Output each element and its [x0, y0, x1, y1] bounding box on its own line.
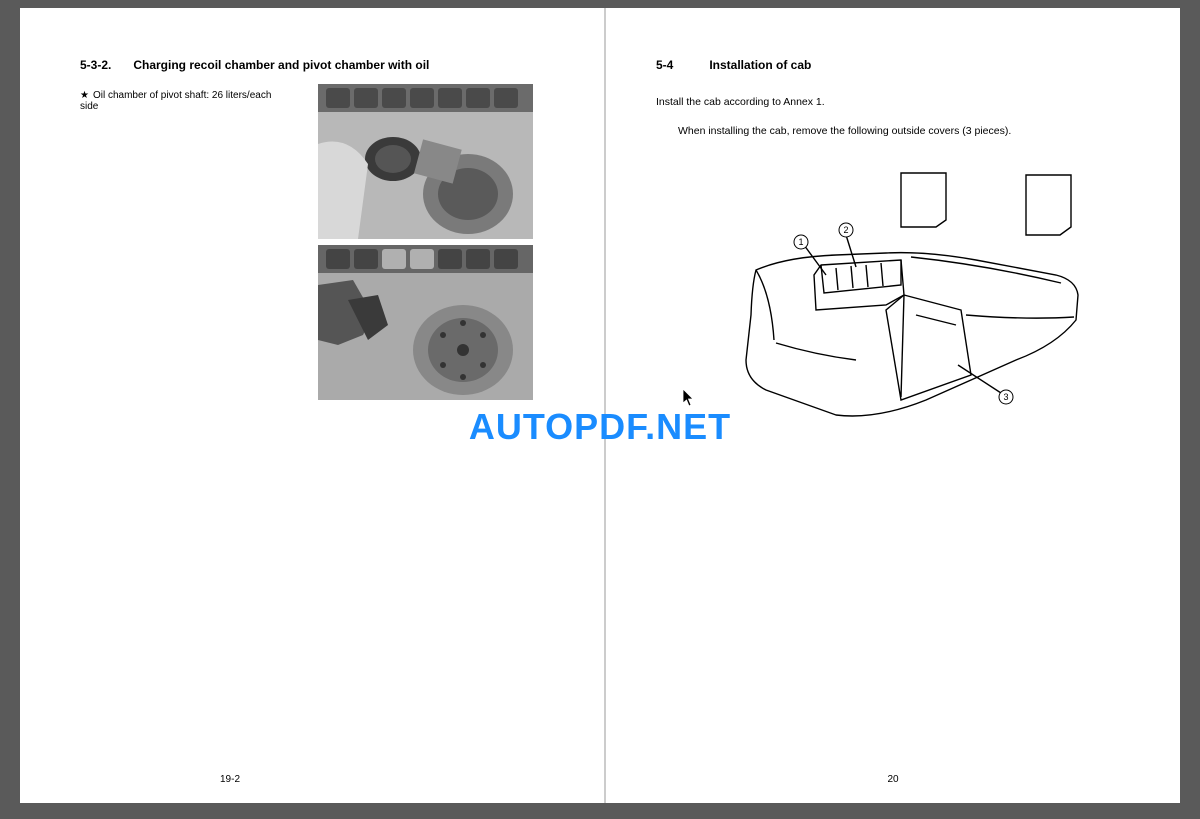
- page-right: 5-4 Installation of cab Install the cab …: [605, 8, 1180, 803]
- body-line-2: When installing the cab, remove the foll…: [678, 123, 1140, 140]
- bullet-line: ★Oil chamber of pivot shaft: 26 liters/e…: [80, 90, 290, 112]
- page-number-left: 19-2: [220, 774, 240, 785]
- section-title: Charging recoil chamber and pivot chambe…: [133, 58, 429, 72]
- photo-2: [318, 245, 533, 400]
- callout-3: 3: [1003, 392, 1008, 402]
- page-number-right: 20: [887, 774, 898, 785]
- star-icon: ★: [80, 90, 89, 101]
- photo-1: [318, 84, 533, 239]
- page-left: 5-3-2. Charging recoil chamber and pivot…: [20, 8, 605, 803]
- photo-stack: [318, 84, 533, 400]
- document-spread: 5-3-2. Charging recoil chamber and pivot…: [20, 8, 1180, 803]
- section-number: 5-3-2.: [80, 58, 130, 72]
- section-heading-right: 5-4 Installation of cab: [656, 58, 1140, 72]
- section-heading-left: 5-3-2. Charging recoil chamber and pivot…: [80, 58, 564, 72]
- section-title: Installation of cab: [709, 58, 811, 72]
- bullet-text: Oil chamber of pivot shaft: 26 liters/ea…: [80, 90, 271, 112]
- technical-diagram: 1 2 3: [726, 165, 1086, 445]
- callout-1: 1: [798, 237, 803, 247]
- callout-2: 2: [843, 225, 848, 235]
- bullet-text-block: ★Oil chamber of pivot shaft: 26 liters/e…: [80, 90, 290, 122]
- content-row: ★Oil chamber of pivot shaft: 26 liters/e…: [80, 90, 564, 400]
- section-number: 5-4: [656, 58, 706, 72]
- body-line-1: Install the cab according to Annex 1.: [656, 94, 1140, 111]
